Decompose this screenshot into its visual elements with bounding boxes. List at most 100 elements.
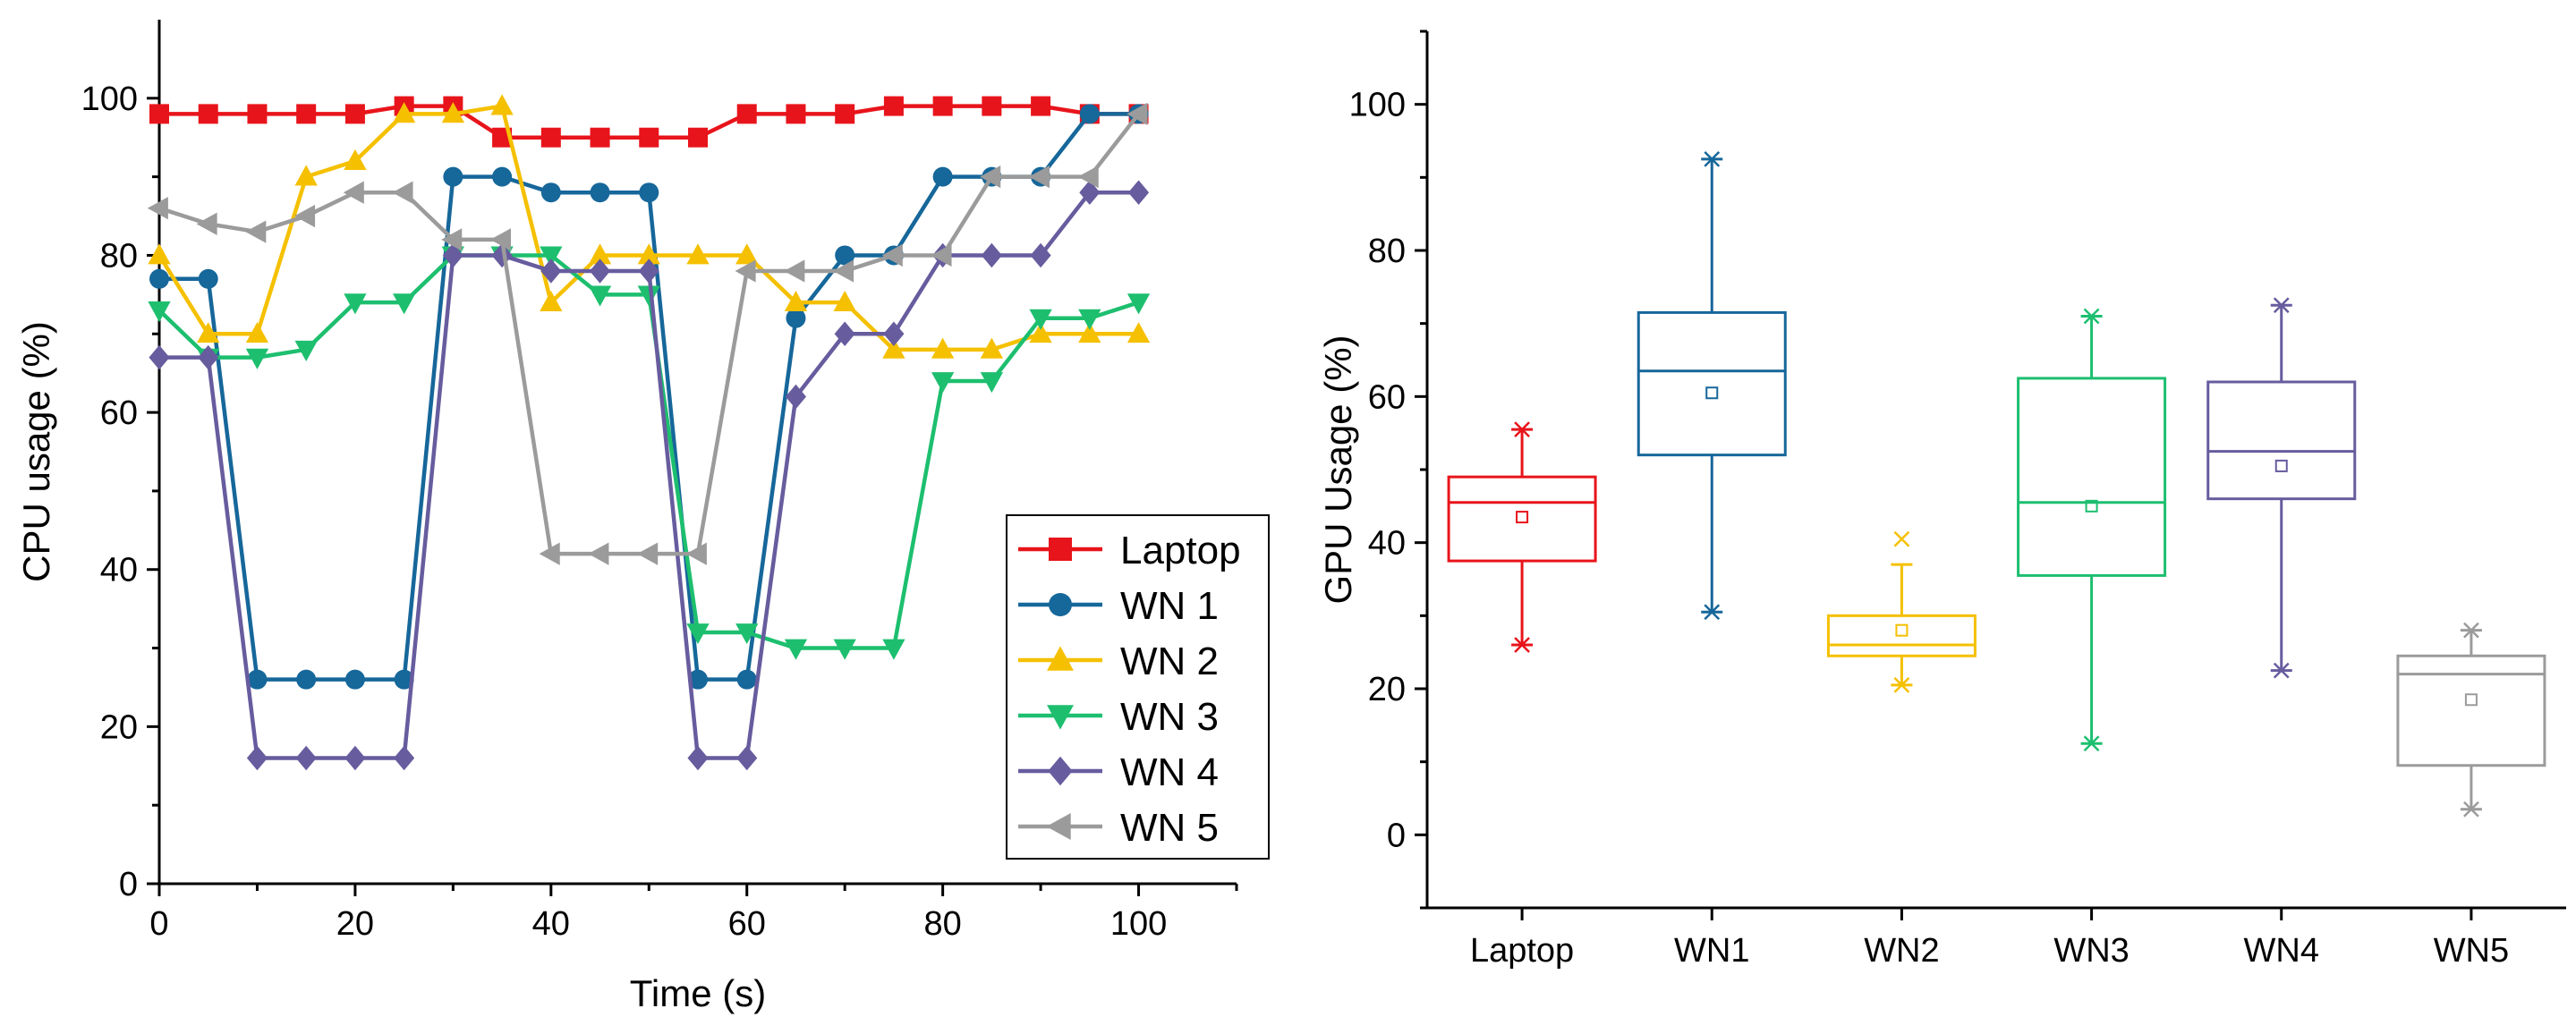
data-point-wn-5 — [980, 165, 1001, 189]
data-point-wn-5 — [735, 259, 756, 283]
data-point-wn-3 — [1029, 309, 1052, 330]
data-point-wn-5 — [685, 542, 707, 565]
legend-marker-wn-4 — [1048, 756, 1073, 786]
data-point-wn-2 — [490, 94, 514, 115]
data-point-laptop — [296, 104, 317, 124]
data-point-wn-5 — [1077, 165, 1099, 189]
data-point-wn-2 — [637, 243, 660, 265]
cpu-x-axis-label: Time (s) — [630, 972, 766, 1014]
iqr-box-wn1 — [1637, 310, 1787, 457]
legend-label-wn-3: WN 3 — [1120, 695, 1219, 739]
gpu-x-tick-label: WN5 — [2434, 932, 2509, 970]
data-point-wn-3 — [1078, 309, 1101, 330]
data-point-wn-3 — [882, 639, 905, 660]
data-point-wn-1 — [1079, 104, 1100, 124]
data-point-laptop — [982, 96, 1002, 116]
data-point-laptop — [1031, 96, 1051, 116]
data-point-wn-4 — [883, 321, 905, 347]
data-point-wn-4 — [687, 745, 709, 771]
data-point-wn-4 — [540, 258, 562, 284]
cpu-y-tick-label: 80 — [100, 237, 138, 275]
max-marker-laptop — [1514, 421, 1530, 437]
data-point-wn-2 — [833, 290, 856, 312]
cpu-y-tick-label: 100 — [81, 81, 138, 118]
max-marker-wn1 — [1704, 151, 1721, 167]
gpu-x-tick-label: WN3 — [2053, 932, 2129, 970]
data-point-wn-5 — [832, 259, 854, 283]
iqr-box-laptop — [1447, 475, 1597, 563]
data-point-wn-5 — [489, 228, 511, 251]
gpu-y-tick-label: 40 — [1368, 525, 1406, 563]
cpu-usage-line-chart: 0 20 40 60 80 100 0 20 40 60 80 100 Time (s) CPU u… — [15, 20, 1270, 1014]
data-point-laptop — [149, 104, 169, 124]
data-point-laptop — [247, 104, 268, 124]
gpu-x-tick-label: WN2 — [1864, 932, 1939, 970]
data-point-laptop — [835, 104, 855, 124]
legend-label-wn-2: WN 2 — [1120, 640, 1219, 683]
min-marker-wn4 — [2273, 662, 2290, 679]
data-point-wn-1 — [688, 669, 708, 690]
data-point-wn-2 — [882, 337, 905, 359]
data-point-wn-3 — [148, 301, 171, 323]
data-point-wn-1 — [835, 245, 855, 266]
data-point-wn-3 — [1126, 293, 1151, 315]
data-point-wn-2 — [784, 290, 808, 312]
data-point-wn-4 — [344, 745, 366, 771]
data-point-wn-2 — [540, 290, 563, 312]
data-point-wn-2 — [931, 337, 955, 359]
gpu-y-tick-label: 80 — [1368, 233, 1406, 270]
cpu-series-group — [147, 94, 1151, 771]
data-point-wn-4 — [149, 344, 170, 370]
gpu-y-tick-label: 60 — [1368, 378, 1406, 416]
data-point-laptop — [344, 104, 365, 124]
data-point-wn-4 — [589, 258, 611, 284]
data-point-wn-1 — [639, 182, 659, 203]
mean-marker-wn2 — [1895, 623, 1909, 637]
data-point-wn-5 — [196, 212, 217, 235]
mean-marker-wn5 — [2464, 693, 2478, 707]
iqr-box-wn5 — [2396, 654, 2546, 767]
data-point-wn-3 — [735, 623, 759, 645]
data-point-wn-2 — [1126, 322, 1151, 343]
legend-label-wn-4: WN 4 — [1120, 750, 1219, 794]
data-point-laptop — [736, 104, 757, 124]
iqr-box-wn2 — [1826, 614, 1977, 657]
data-point-wn-2 — [588, 243, 612, 265]
data-point-laptop — [786, 104, 806, 124]
data-point-laptop — [540, 127, 561, 148]
box-wn1 — [1637, 151, 1787, 621]
data-point-wn-1 — [344, 669, 365, 690]
data-point-laptop — [198, 104, 218, 124]
mean-marker-wn3 — [2085, 499, 2098, 513]
mean-marker-laptop — [1516, 511, 1529, 524]
cpu-y-axis-label: CPU usage (%) — [15, 321, 57, 582]
data-point-wn-4 — [785, 384, 807, 410]
legend-label-laptop: Laptop — [1120, 529, 1241, 572]
data-point-wn-1 — [590, 182, 610, 203]
data-point-wn-5 — [392, 181, 413, 204]
iqr-box-wn4 — [2206, 380, 2357, 501]
data-point-wn-4 — [246, 745, 268, 771]
data-point-wn-3 — [784, 639, 808, 660]
cpu-x-tick-label: 40 — [532, 905, 570, 943]
box-wn2 — [1826, 530, 1977, 693]
data-point-wn-3 — [980, 372, 1004, 394]
gpu-y-tick-label: 0 — [1387, 817, 1406, 854]
legend-marker-wn-5 — [1046, 813, 1071, 840]
data-point-wn-5 — [441, 228, 463, 251]
data-point-wn-3 — [931, 372, 955, 394]
data-point-wn-5 — [588, 542, 609, 565]
cpu-x-tick-label: 80 — [923, 905, 961, 943]
legend-marker-wn-1 — [1049, 593, 1072, 616]
gpu-boxes-group — [1447, 151, 2546, 818]
min-marker-laptop — [1514, 637, 1530, 653]
gpu-y-tick-label: 100 — [1349, 87, 1406, 124]
max-marker-wn5 — [2463, 622, 2479, 639]
cpu-legend-box — [1006, 514, 1270, 860]
cpu-legend: Laptop WN 1 WN 2 WN 3 WN 4 WN 5 — [1006, 514, 1270, 860]
data-point-wn-4 — [394, 745, 415, 771]
gpu-y-ticks: 0 20 40 60 80 100 — [1349, 30, 1427, 910]
cpu-y-tick-label: 0 — [119, 866, 138, 903]
data-point-wn-3 — [344, 293, 367, 315]
